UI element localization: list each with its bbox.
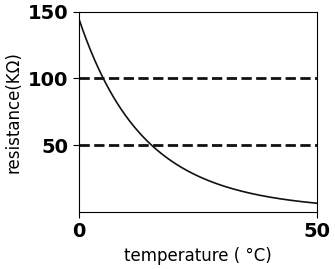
- X-axis label: temperature ( °C): temperature ( °C): [124, 247, 272, 265]
- Y-axis label: resistance(KΩ): resistance(KΩ): [4, 51, 22, 173]
